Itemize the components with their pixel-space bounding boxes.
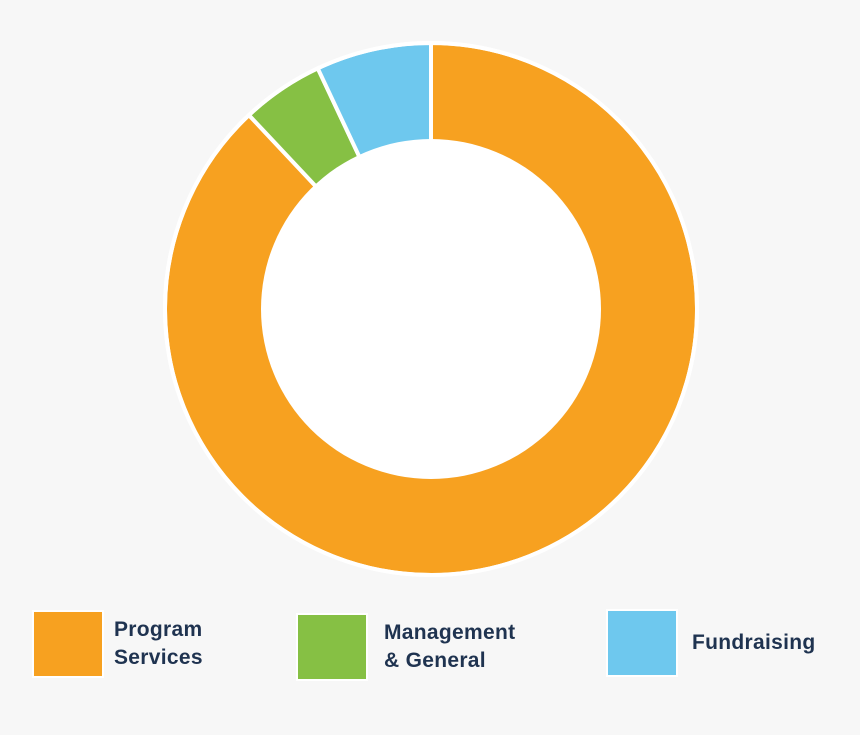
legend-label-line: Program bbox=[114, 618, 203, 641]
legend-label-line: & General bbox=[384, 649, 486, 672]
legend-label-fundraising: Fundraising bbox=[692, 629, 815, 657]
legend-item-program-services: Program Services bbox=[32, 610, 203, 678]
legend-swatch-program-services bbox=[32, 610, 104, 678]
legend-label-line: Fundraising bbox=[692, 631, 816, 654]
legend-label-line: Services bbox=[114, 646, 203, 669]
legend-swatch-fundraising bbox=[606, 609, 678, 677]
donut-hole bbox=[261, 139, 601, 479]
donut-chart bbox=[163, 41, 699, 577]
legend-swatch-management-general bbox=[296, 613, 368, 681]
legend-item-management-general: Management & General bbox=[296, 613, 515, 681]
legend-label-management-general: Management & General bbox=[384, 619, 515, 675]
legend-label-line: Management bbox=[384, 621, 516, 644]
donut-outer-rim bbox=[163, 41, 699, 577]
legend-label-program-services: Program Services bbox=[114, 616, 203, 672]
legend-item-fundraising: Fundraising bbox=[606, 609, 815, 677]
chart-legend: Program Services Management & General Fu… bbox=[0, 600, 860, 735]
